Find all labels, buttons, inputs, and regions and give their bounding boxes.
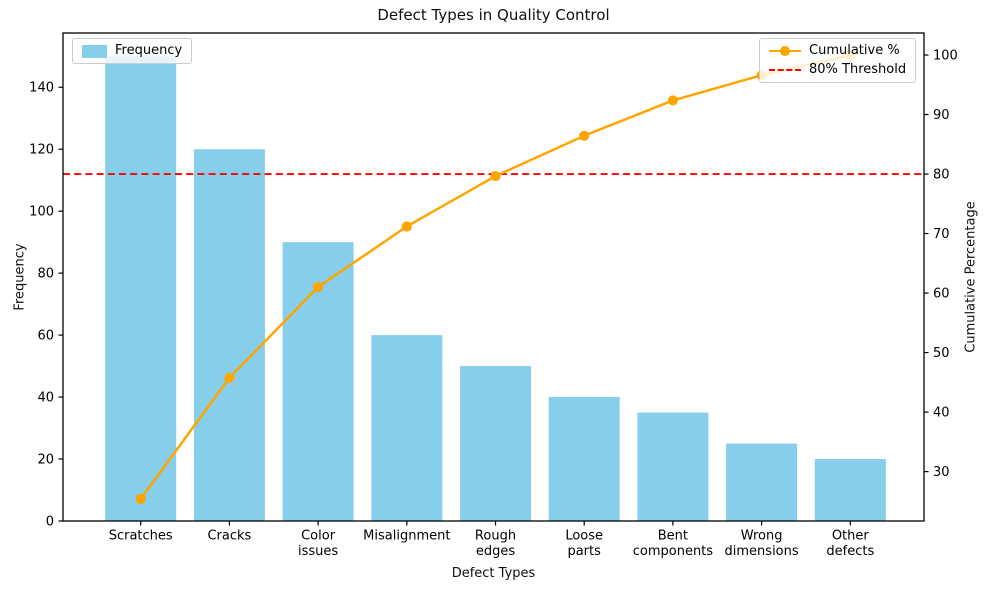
bar-other-defects [814, 459, 886, 521]
left-tick-label: 40 [37, 391, 54, 406]
chart-title: Defect Types in Quality Control [377, 6, 610, 24]
y-axis-label-right: Cumulative Percentage [963, 201, 979, 353]
right-tick-label: 60 [933, 287, 950, 302]
legend-threshold-label: 80% Threshold [809, 62, 907, 77]
x-tick-label-cracks: Cracks [207, 529, 251, 544]
x-tick-label-loose-parts: Loose parts [565, 529, 603, 560]
x-tick-label-color-issues: Color issues [298, 529, 338, 560]
legend-entry-cumulative: Cumulative % [769, 44, 906, 58]
left-tick-label: 120 [29, 143, 54, 158]
x-tick-label-misalignment: Misalignment [363, 529, 450, 544]
right-tick-label: 90 [933, 108, 950, 123]
cumulative-marker-scratches [135, 493, 146, 504]
bar-scratches [105, 56, 177, 521]
bar-rough-edges [460, 366, 531, 521]
left-tick-label: 60 [37, 329, 54, 344]
legend-cumulative: Cumulative % 80% Threshold [759, 38, 917, 83]
bar-misalignment [371, 335, 443, 521]
cumulative-line-swatch-icon [769, 45, 801, 57]
left-tick-label: 0 [46, 515, 54, 530]
threshold-dash-swatch-icon [769, 69, 801, 71]
cumulative-marker-bent-components [667, 95, 679, 106]
cumulative-marker-rough-edges [490, 170, 501, 182]
cumulative-marker-misalignment [401, 221, 412, 232]
bar-wrong-dimensions [726, 443, 798, 521]
legend-cumulative-label: Cumulative % [809, 43, 900, 58]
cumulative-marker-color-issues [313, 281, 324, 293]
cumulative-marker-loose-parts [579, 130, 590, 141]
bar-loose-parts [548, 397, 620, 521]
x-tick-label-wrong-dimensions: Wrong dimensions [725, 529, 799, 560]
frequency-bar-swatch-icon [82, 44, 107, 58]
right-tick-label: 80 [933, 168, 950, 183]
right-tick-label: 70 [933, 227, 950, 242]
left-tick-label: 140 [29, 81, 54, 96]
x-tick-label-other-defects: Other defects [826, 529, 874, 560]
legend-entry-threshold: 80% Threshold [769, 63, 906, 77]
x-tick-label-bent-components: Bent components [633, 529, 714, 560]
cumulative-marker-cracks [224, 372, 235, 383]
left-tick-label: 20 [37, 453, 54, 468]
bar-bent-components [637, 412, 709, 521]
legend-frequency: Frequency [72, 38, 193, 64]
right-tick-label: 50 [933, 346, 950, 361]
x-axis-label: Defect Types [451, 566, 536, 581]
x-tick-label-scratches: Scratches [109, 529, 173, 544]
legend-entry-frequency: Frequency [82, 44, 182, 58]
left-tick-label: 80 [37, 267, 54, 282]
right-tick-label: 30 [933, 465, 950, 480]
left-tick-label: 100 [29, 205, 54, 220]
plot-border [62, 32, 925, 522]
right-tick-label: 40 [933, 406, 950, 421]
right-tick-label: 100 [933, 49, 958, 64]
legend-frequency-label: Frequency [115, 43, 183, 58]
y-axis-label-left: Frequency [12, 243, 28, 311]
x-tick-label-rough-edges: Rough edges [475, 529, 516, 560]
bar-cracks [193, 149, 265, 521]
